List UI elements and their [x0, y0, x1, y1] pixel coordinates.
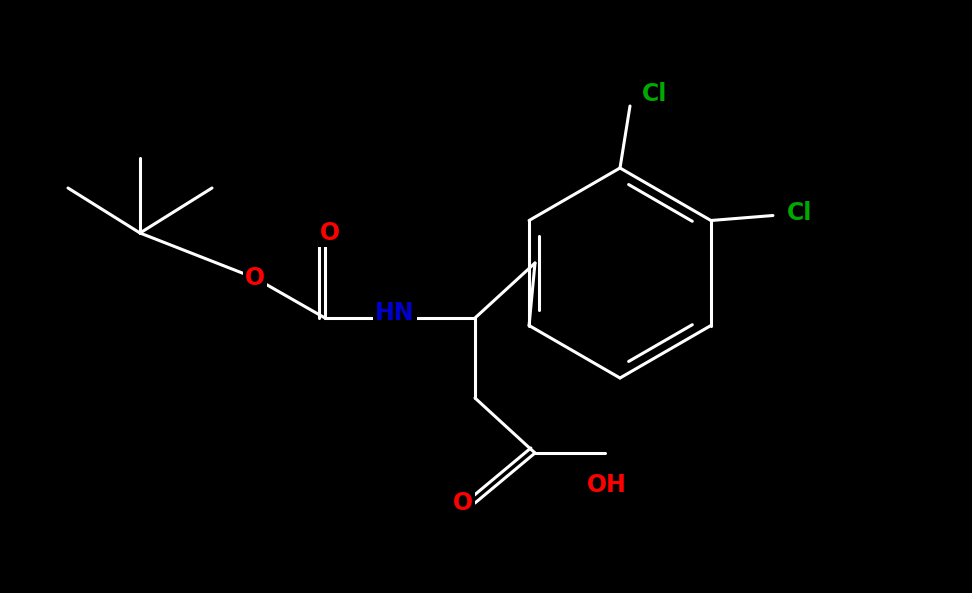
Text: O: O: [245, 266, 265, 290]
Text: Cl: Cl: [787, 202, 813, 225]
Text: Cl: Cl: [642, 82, 668, 106]
Text: O: O: [320, 221, 340, 245]
Text: OH: OH: [587, 473, 627, 497]
Text: O: O: [453, 491, 473, 515]
Text: HN: HN: [375, 301, 415, 325]
